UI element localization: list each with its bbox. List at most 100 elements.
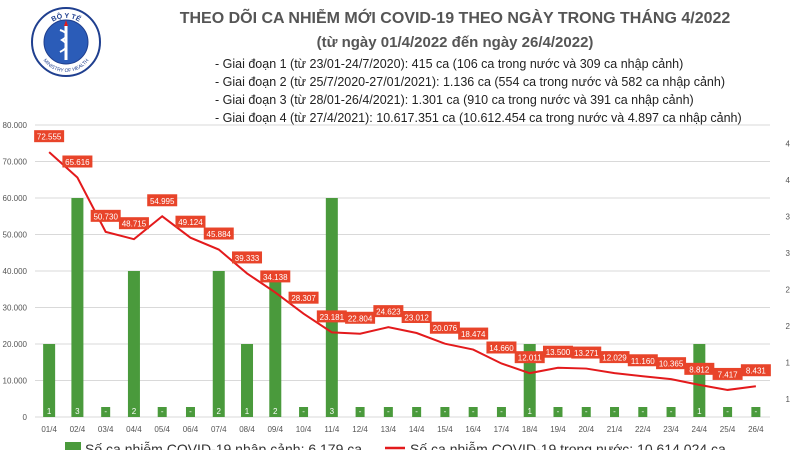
x-axis-tick-label: 10/4 xyxy=(296,425,312,434)
gridlines xyxy=(35,124,770,418)
bar xyxy=(71,198,84,417)
x-axis-tick-label: 22/4 xyxy=(635,425,651,434)
bar-value-label: - xyxy=(161,407,164,416)
x-axis-labels: 01/4 02/4 03/4 04/4 05/4 06/4 07/4 08/4 09/4 10/4… xyxy=(41,425,764,434)
line-value-label: 20.076 xyxy=(433,324,458,333)
line-value-label: 13.271 xyxy=(574,349,599,358)
x-axis-tick-label: 15/4 xyxy=(437,425,453,434)
bar-value-label: - xyxy=(557,407,560,416)
left-axis-tick-label: 40.000 xyxy=(3,267,28,276)
bar xyxy=(693,344,706,417)
bar xyxy=(127,271,140,417)
line-value-label: 18.474 xyxy=(461,330,486,339)
phase-2-summary: - Giai đoạn 2 (từ 25/7/2020-27/01/2021):… xyxy=(215,75,725,89)
line-value-label: 12.011 xyxy=(518,354,542,363)
line-value-label: 23.012 xyxy=(404,314,429,323)
bar xyxy=(299,407,309,417)
line-label-box xyxy=(627,354,658,367)
line-label-box xyxy=(316,310,347,323)
bar-value-label: - xyxy=(472,407,475,416)
bar-value-label: - xyxy=(670,407,673,416)
right-axis-ticks: 1 1 2 2 3 3 4 4 xyxy=(786,139,791,404)
legend-bar-swatch xyxy=(65,442,81,450)
x-axis-tick-label: 03/4 xyxy=(98,425,114,434)
bar-value-label: - xyxy=(641,407,644,416)
bar-value-label: - xyxy=(302,407,305,416)
x-axis-tick-label: 02/4 xyxy=(70,425,86,434)
line-label-box xyxy=(232,251,263,264)
x-axis-tick-label: 16/4 xyxy=(465,425,481,434)
line-label-box xyxy=(542,345,573,358)
bar-value-label: - xyxy=(755,407,758,416)
right-axis-tick-label: 1 xyxy=(786,358,791,367)
bar xyxy=(157,407,167,417)
bar xyxy=(751,407,761,417)
x-axis-tick-label: 09/4 xyxy=(267,425,283,434)
line-value-label: 48.715 xyxy=(122,220,147,229)
chart-subtitle: (từ ngày 01/4/2022 đến ngày 26/4/2022) xyxy=(316,34,594,51)
bar-value-label: - xyxy=(415,407,418,416)
line-label-box xyxy=(514,351,545,364)
x-axis-tick-label: 11/4 xyxy=(324,425,340,434)
bar xyxy=(325,198,338,417)
line-label-box xyxy=(175,215,206,228)
bar-value-label: 3 xyxy=(330,407,335,416)
line-label-box xyxy=(486,341,517,354)
bar xyxy=(553,407,563,417)
bar xyxy=(610,407,620,417)
bar xyxy=(101,407,111,417)
bar xyxy=(185,407,195,417)
left-axis-tick-label: 50.000 xyxy=(3,231,28,240)
right-axis-tick-label: 2 xyxy=(786,322,791,331)
bar xyxy=(241,344,254,417)
x-axis-tick-label: 26/4 xyxy=(748,425,764,434)
bar-value-label: - xyxy=(104,407,107,416)
bar-value-label: 1 xyxy=(47,407,52,416)
right-axis-tick-label: 4 xyxy=(786,139,791,148)
left-axis-tick-label: 30.000 xyxy=(3,304,28,313)
line-label-box xyxy=(203,227,234,240)
line-value-label: 8.431 xyxy=(746,367,767,376)
line-value-label: 8.812 xyxy=(689,365,710,374)
bar-series: 1 3 - 2 - - 2 1 2 - 3 - - - - - - 1 - - - - - 1 - - xyxy=(43,198,761,417)
bar-value-label: - xyxy=(359,407,362,416)
line-value-label: 7.417 xyxy=(718,370,739,379)
line-value-label: 23.181 xyxy=(320,313,345,322)
line-value-label: 11.160 xyxy=(631,357,655,366)
bar-value-label: 1 xyxy=(527,407,532,416)
x-axis-tick-label: 06/4 xyxy=(183,425,199,434)
x-axis-tick-label: 18/4 xyxy=(522,425,538,434)
trend-line xyxy=(48,151,756,391)
left-axis-ticks: 0 10.000 20.000 30.000 40.000 50.000 60.000 70.… xyxy=(3,121,28,422)
bar-value-label: - xyxy=(585,407,588,416)
line-label-box xyxy=(684,362,715,375)
bar xyxy=(581,407,591,417)
line-label-box xyxy=(288,291,319,304)
bar-value-label: - xyxy=(500,407,503,416)
bar-value-label: - xyxy=(613,407,616,416)
left-axis-tick-label: 10.000 xyxy=(3,377,28,386)
line-value-label: 12.029 xyxy=(602,354,627,363)
bar xyxy=(355,407,365,417)
line-label-box xyxy=(373,305,404,318)
left-axis-tick-label: 0 xyxy=(23,413,28,422)
bar xyxy=(212,271,225,417)
bar xyxy=(43,344,56,417)
right-axis-tick-label: 1 xyxy=(786,395,791,404)
bar-value-label: - xyxy=(387,407,390,416)
bar-value-label: 1 xyxy=(697,407,702,416)
bar-value-label: 2 xyxy=(273,407,278,416)
bar xyxy=(496,407,506,417)
x-axis-tick-label: 05/4 xyxy=(154,425,170,434)
x-axis-tick-label: 01/4 xyxy=(41,425,57,434)
ministry-of-health-logo: BỘ Y TẾ MINISTRY OF HEALTH xyxy=(31,7,101,77)
phase-1-summary: - Giai đoạn 1 (từ 23/01-24/7/2020): 415 … xyxy=(215,57,684,71)
legend-bar-label: Số ca nhiễm COVID-19 nhập cảnh: 6.179 ca xyxy=(85,441,362,450)
phase-4-summary: - Giai đoạn 4 (từ 27/4/2021): 10.617.351… xyxy=(215,111,742,125)
bar xyxy=(468,407,478,417)
legend: Số ca nhiễm COVID-19 nhập cảnh: 6.179 ca… xyxy=(65,441,726,450)
bar xyxy=(412,407,422,417)
bar-value-label: 1 xyxy=(245,407,250,416)
x-axis-tick-label: 04/4 xyxy=(126,425,142,434)
